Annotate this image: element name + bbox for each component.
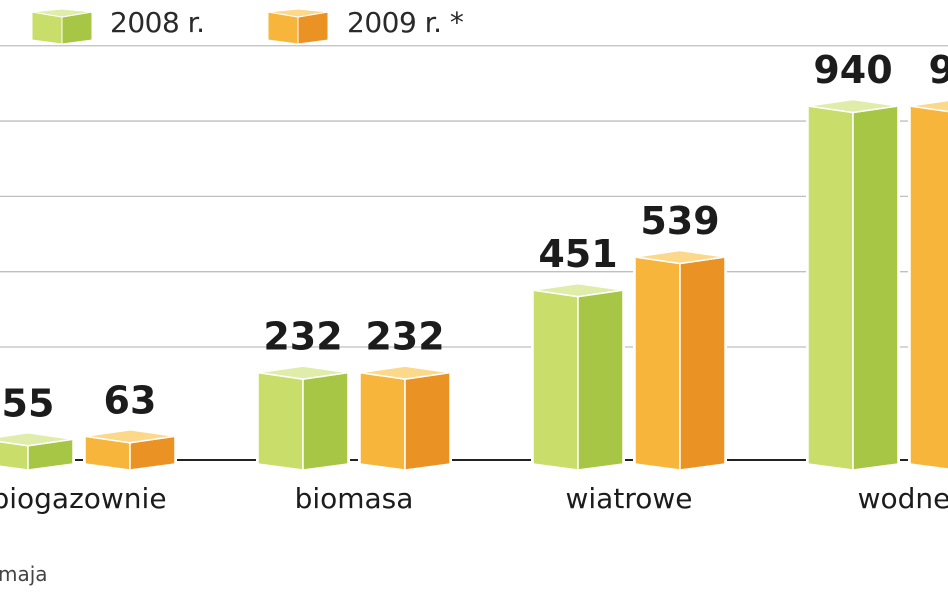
bar-side-face (679, 256, 726, 471)
data-label: 232 (263, 315, 342, 359)
bar-side-face (404, 371, 451, 471)
bar-top-face (532, 282, 624, 298)
bar-wodne-2009 (908, 90, 948, 470)
legend-front (31, 11, 63, 45)
bar-front-face (807, 105, 854, 471)
bar-wodne-2008 (806, 90, 900, 471)
legend-top (31, 8, 93, 18)
bar-front-face (909, 105, 948, 470)
data-label: 451 (538, 232, 617, 276)
bar-top-face (0, 432, 74, 447)
data-label: 63 (104, 378, 157, 422)
data-label: 55 (2, 381, 55, 425)
bar-biogazownie-2008 (0, 424, 75, 471)
bar-front-face (532, 289, 579, 471)
bar-biomasa-2008 (256, 357, 350, 471)
bar-wiatrowe-2009 (633, 242, 727, 471)
legend-swatch-2009 (267, 8, 329, 45)
legend-swatch-2008 (31, 8, 93, 45)
legend-label-2008: 2008 r. (110, 6, 205, 39)
bar-top-face (634, 249, 726, 265)
bar-biogazownie-2009 (83, 421, 177, 471)
legend-label-2009: 2009 r. * (347, 6, 464, 39)
bar-top-face (807, 98, 899, 114)
bar-front-face (359, 371, 406, 471)
category-label-biogazownie: biogazownie (0, 482, 167, 515)
category-label-biomasa: biomasa (295, 482, 414, 515)
bar-top-face (84, 429, 176, 444)
bar-top-face (257, 365, 349, 380)
category-label-wiatrowe: wiatrowe (566, 482, 693, 515)
legend-side (297, 11, 329, 45)
category-label-wodne: wodne (858, 482, 948, 515)
bar-wiatrowe-2008 (531, 275, 625, 471)
legend-top (267, 8, 329, 18)
bar-front-face (257, 371, 304, 471)
bar-top-face (909, 99, 948, 113)
data-label: 940 (813, 48, 892, 92)
legend-side (61, 11, 93, 45)
data-label: 539 (640, 199, 719, 243)
bar-side-face (302, 371, 349, 471)
bar-side-face (577, 289, 624, 471)
source-footnote: maja (0, 562, 48, 586)
data-label: 232 (365, 315, 444, 359)
bar-biomasa-2009 (358, 357, 452, 471)
data-label: 94 (929, 48, 948, 92)
bar-front-face (634, 256, 681, 471)
bar-side-face (852, 105, 899, 471)
legend-front (267, 11, 299, 45)
bar-top-face (359, 365, 451, 380)
